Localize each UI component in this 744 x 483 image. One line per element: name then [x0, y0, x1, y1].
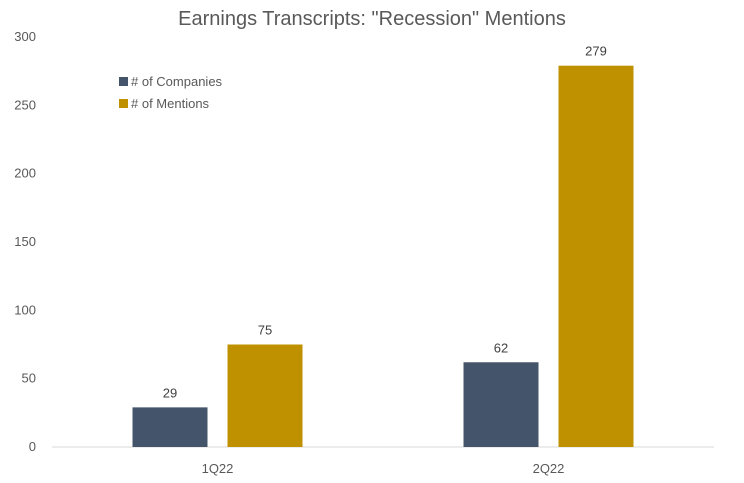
y-tick-label: 150: [14, 234, 36, 249]
y-tick-label: 100: [14, 302, 36, 317]
bar-1q22-series-2: [227, 344, 303, 447]
data-label: 62: [494, 340, 508, 355]
legend-swatch: [119, 77, 128, 86]
y-axis-ticks: 0 50 100 150 200 250 300: [14, 29, 36, 454]
bar-2q22-series-1: [463, 362, 539, 447]
bar-1q22-series-1: [132, 407, 208, 447]
y-tick-label: 250: [14, 97, 36, 112]
chart-title: Earnings Transcripts: "Recession" Mentio…: [178, 8, 566, 30]
legend-swatch: [119, 99, 128, 108]
y-tick-label: 200: [14, 166, 36, 181]
legend: # of Companies # of Mentions: [119, 74, 223, 111]
y-tick-label: 50: [22, 371, 36, 386]
category-labels: 1Q22 2Q22: [202, 461, 565, 476]
data-label: 75: [258, 323, 272, 338]
legend-label: # of Companies: [131, 74, 223, 89]
y-tick-label: 300: [14, 29, 36, 44]
legend-label: # of Mentions: [131, 96, 210, 111]
bar-group: [132, 65, 634, 447]
data-labels: 29 75 62 279: [163, 44, 607, 401]
x-category-label: 2Q22: [533, 461, 565, 476]
y-tick-label: 0: [29, 439, 36, 454]
data-label: 29: [163, 385, 177, 400]
data-label: 279: [585, 44, 607, 59]
x-category-label: 1Q22: [202, 461, 234, 476]
bar-2q22-series-2: [558, 65, 634, 447]
